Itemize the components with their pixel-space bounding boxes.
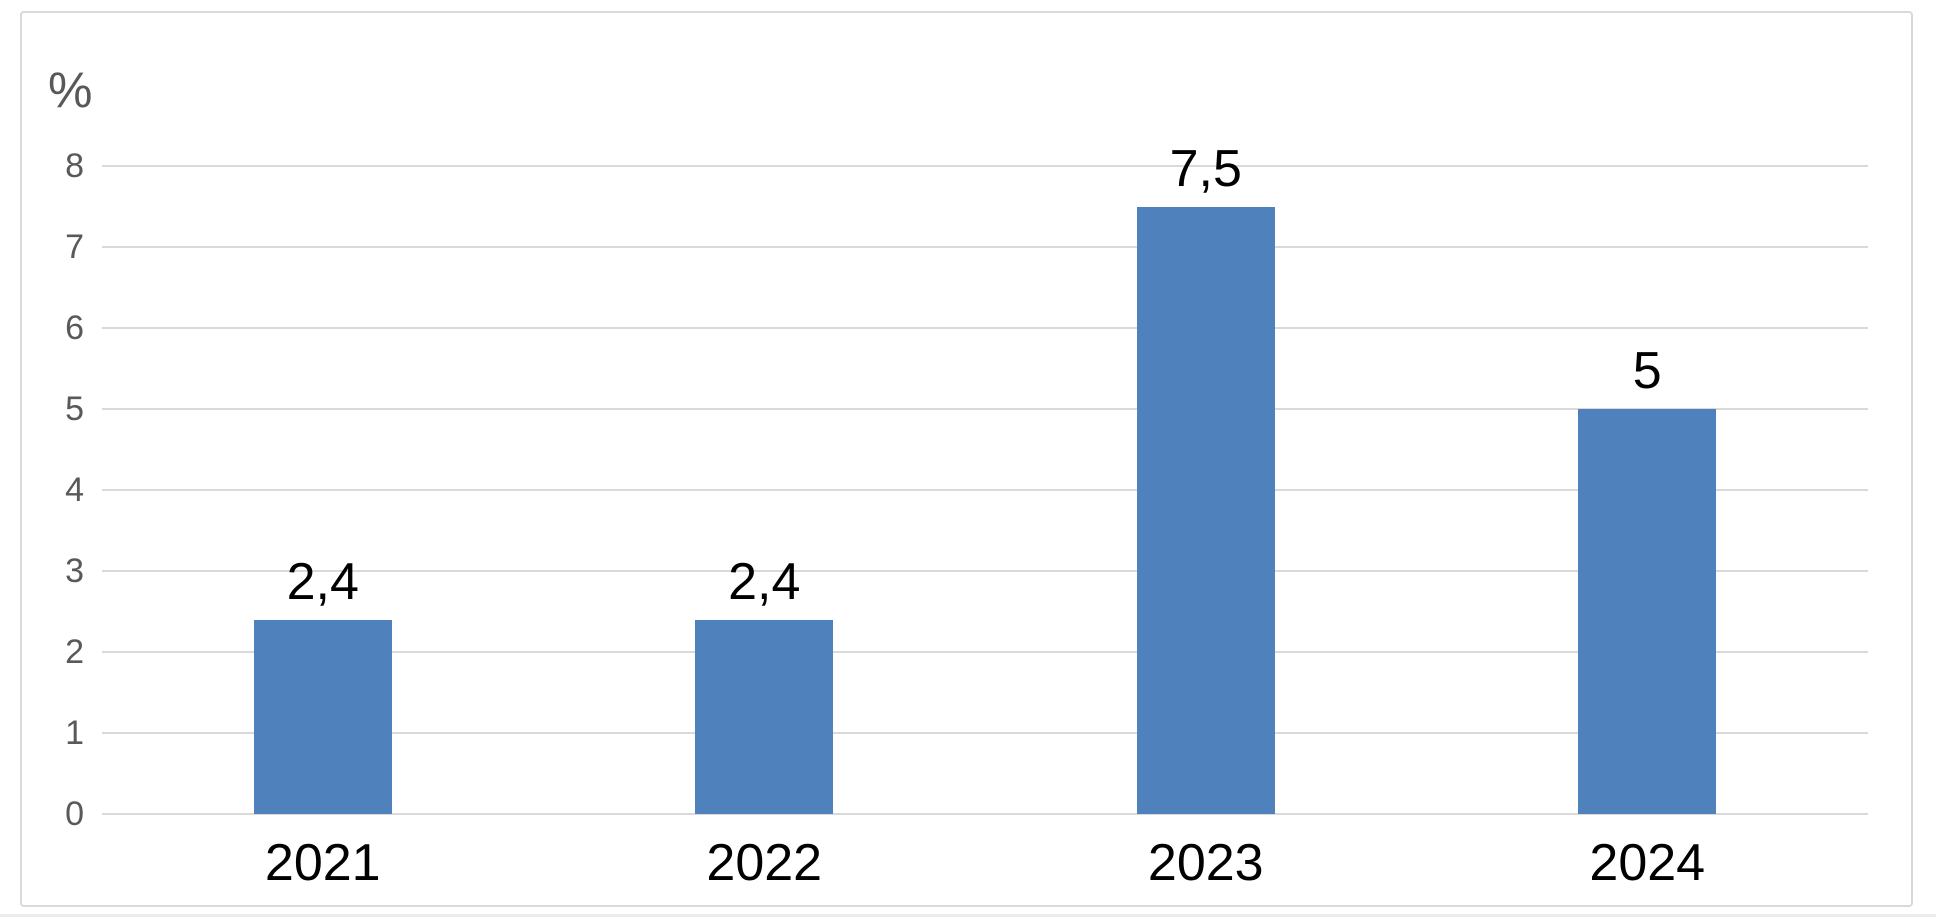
y-axis-tick-label-6: 6 [65,309,84,347]
bottom-page-edge [0,914,1936,917]
bar-2022 [695,619,834,814]
x-axis-label-2024: 2024 [1589,834,1706,892]
data-label-2022: 2,4 [728,552,801,611]
gridline-1 [102,732,1868,734]
y-axis-tick-label-8: 8 [65,147,84,185]
data-label-2021: 2,4 [286,552,359,611]
y-axis-tick-label-2: 2 [65,633,84,671]
y-axis-tick-label-5: 5 [65,390,84,428]
gridline-6 [102,327,1868,329]
gridline-4 [102,489,1868,491]
data-label-2024: 5 [1632,342,1662,400]
gridline-2 [102,651,1868,653]
gridline-5 [102,408,1868,410]
bar-2023 [1136,206,1275,814]
chart-frame: % 0 1 2 3 4 5 6 7 8 2,4 2,4 7,5 5 2021 2022 2023 2024 [20,11,1913,907]
y-axis-tick-label-4: 4 [65,471,84,509]
gridline-0 [102,813,1868,815]
y-axis-tick-label-0: 0 [65,795,84,833]
gridline-3 [102,570,1868,572]
y-axis-tick-label-1: 1 [65,714,84,752]
x-axis-label-2021: 2021 [264,834,381,892]
x-axis-label-2023: 2023 [1147,834,1264,892]
bar-2021 [253,619,392,814]
y-axis-unit-label: % [48,62,93,118]
data-label-2023: 7,5 [1169,139,1242,198]
y-axis-tick-label-7: 7 [65,228,84,266]
bar-2024 [1578,409,1717,814]
y-axis-tick-label-3: 3 [65,552,84,590]
x-axis-label-2022: 2022 [706,834,823,892]
gridline-7 [102,246,1868,248]
gridline-8 [102,165,1868,167]
